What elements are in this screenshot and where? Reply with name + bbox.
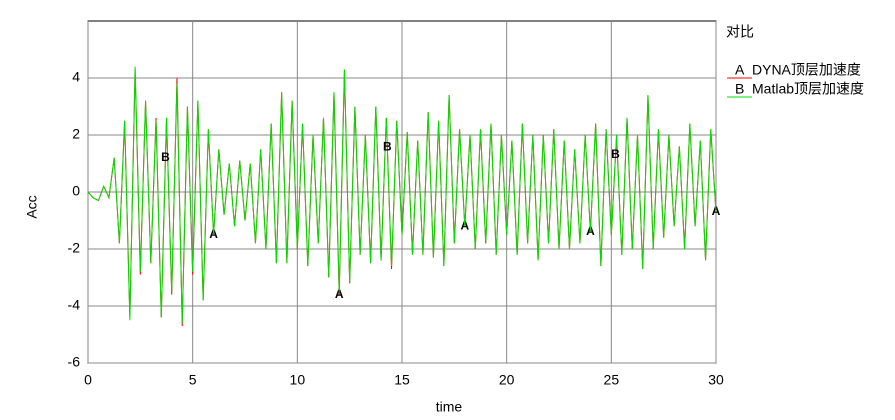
- legend-marker: B: [735, 81, 744, 97]
- x-tick-label: 20: [499, 372, 515, 388]
- x-tick-label: 25: [604, 372, 620, 388]
- x-tick-label: 0: [84, 372, 92, 388]
- x-axis-label: time: [436, 399, 463, 415]
- x-tick-label: 5: [189, 372, 197, 388]
- legend-marker: A: [735, 62, 745, 78]
- legend-label: Matlab顶层加速度: [752, 81, 864, 97]
- legend-label: DYNA顶层加速度: [752, 62, 861, 78]
- x-tick-label: 30: [708, 372, 724, 388]
- chart-title: 对比: [726, 24, 754, 40]
- y-tick-label: 0: [72, 183, 80, 199]
- x-tick-label: 15: [394, 372, 410, 388]
- y-tick-label: 4: [72, 69, 80, 85]
- series-marker: B: [383, 140, 392, 154]
- y-axis-label: Acc: [24, 195, 40, 218]
- x-tick-label: 10: [290, 372, 306, 388]
- y-tick-label: -4: [68, 297, 81, 313]
- series-marker: B: [611, 147, 620, 161]
- y-tick-label: -6: [68, 354, 81, 370]
- series-marker: B: [161, 150, 170, 164]
- y-tick-label: -2: [68, 240, 81, 256]
- series-marker: A: [335, 287, 344, 301]
- line: [87, 66, 717, 324]
- y-tick-label: 2: [72, 126, 80, 142]
